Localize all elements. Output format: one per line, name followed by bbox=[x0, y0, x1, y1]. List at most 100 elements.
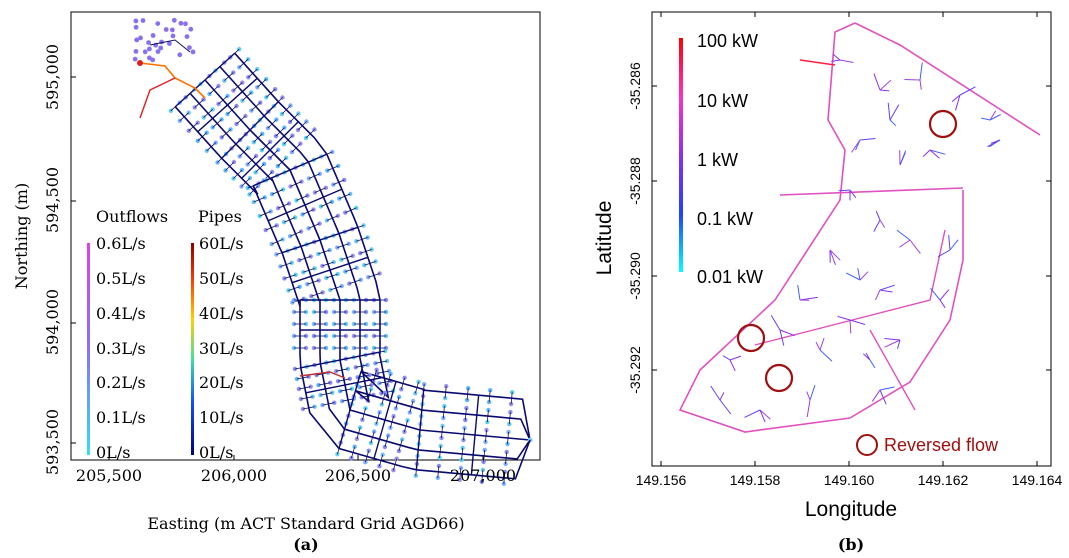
x-tick-label: 149.158 bbox=[730, 472, 781, 488]
service-arrow bbox=[779, 329, 795, 337]
service-arrow bbox=[770, 315, 781, 331]
service-arrow bbox=[929, 149, 946, 155]
colorbar-label: 0.01 kW bbox=[697, 267, 763, 287]
service-arrow bbox=[849, 319, 866, 325]
service-arrow bbox=[879, 79, 892, 91]
node bbox=[133, 24, 139, 30]
pipe-label: 10L/s bbox=[199, 408, 244, 427]
service-arrow bbox=[899, 239, 911, 248]
node bbox=[436, 463, 442, 469]
service-arrow bbox=[839, 59, 854, 63]
node bbox=[480, 467, 486, 473]
caption-a: (a) bbox=[293, 535, 319, 554]
pipe bbox=[281, 226, 359, 254]
service-arrow bbox=[759, 409, 766, 423]
service-arrow bbox=[909, 239, 921, 254]
main-line bbox=[869, 329, 916, 411]
service-arrow bbox=[869, 359, 876, 369]
main-line bbox=[779, 187, 964, 196]
service-arrow bbox=[837, 315, 851, 321]
pipes-legend: Pipes 60L/s 50L/s 40L/s 30L/s 20L/s 10L/… bbox=[191, 207, 244, 462]
service-arrow bbox=[722, 355, 731, 361]
node bbox=[442, 403, 447, 409]
panel-a-network bbox=[132, 17, 533, 486]
outflow-label: 0L/s bbox=[96, 443, 130, 462]
node bbox=[339, 399, 345, 404]
node bbox=[482, 447, 487, 453]
main-line bbox=[678, 22, 964, 433]
service-arrow bbox=[838, 189, 851, 192]
service-arrow bbox=[889, 104, 900, 121]
panel-b: 149.156 149.158 149.160 149.162 149.164 … bbox=[593, 11, 1063, 554]
node bbox=[187, 45, 192, 50]
node bbox=[354, 436, 360, 442]
service-arrow bbox=[859, 271, 869, 281]
x-tick-label: 149.164 bbox=[1012, 472, 1063, 488]
service-arrow bbox=[829, 249, 836, 266]
node bbox=[504, 449, 509, 455]
pipes-title: Pipes bbox=[198, 207, 242, 226]
node bbox=[316, 278, 321, 283]
pipe-label: 0L/s bbox=[199, 443, 233, 462]
service-arrow bbox=[719, 399, 732, 415]
x-tick-label: 206,000 bbox=[201, 466, 267, 485]
node bbox=[458, 465, 464, 471]
x-tick-label: 149.162 bbox=[918, 472, 969, 488]
source-node bbox=[137, 60, 143, 66]
service-arrow bbox=[859, 138, 876, 141]
node bbox=[337, 389, 343, 394]
service-arrow bbox=[919, 79, 922, 90]
pipe-label: 30L/s bbox=[199, 339, 244, 358]
node bbox=[391, 468, 396, 473]
reversed-flow-marker bbox=[764, 363, 794, 393]
service-arrow bbox=[951, 94, 961, 103]
node bbox=[150, 57, 156, 63]
main-line bbox=[754, 229, 946, 346]
main-pipe bbox=[139, 77, 176, 119]
service-arrow bbox=[955, 94, 961, 111]
node bbox=[275, 206, 281, 211]
node bbox=[278, 264, 283, 269]
service-arrow bbox=[729, 355, 742, 361]
node bbox=[367, 372, 372, 378]
node bbox=[365, 362, 370, 368]
colorbar-label: 0.1 kW bbox=[697, 209, 753, 229]
service-arrow bbox=[884, 338, 901, 341]
node bbox=[274, 252, 279, 257]
service-arrow bbox=[879, 89, 890, 92]
colorbar-label: 100 kW bbox=[697, 31, 758, 51]
main-line bbox=[854, 22, 1041, 136]
node bbox=[388, 425, 393, 430]
service-arrow bbox=[879, 219, 886, 228]
service-arrow bbox=[729, 359, 736, 372]
outflows-title: Outflows bbox=[96, 207, 168, 226]
service-arrow bbox=[904, 79, 921, 81]
node bbox=[335, 452, 340, 457]
node bbox=[133, 18, 139, 24]
feeder-line bbox=[799, 59, 836, 66]
node bbox=[324, 218, 330, 223]
service-arrow bbox=[889, 119, 897, 127]
pipe bbox=[305, 376, 385, 394]
outflow-label: 0.4L/s bbox=[96, 304, 146, 323]
power-colorbar: 100 kW 10 kW 1 kW 0.1 kW 0.01 kW bbox=[679, 31, 763, 287]
service-arrow bbox=[989, 110, 997, 121]
pipe-label: 50L/s bbox=[199, 269, 244, 288]
service-arrow bbox=[845, 272, 861, 281]
service-arrow bbox=[849, 319, 852, 334]
outflows-colorbar bbox=[87, 243, 90, 455]
node bbox=[333, 369, 339, 374]
service-arrow bbox=[922, 149, 931, 157]
node bbox=[349, 456, 354, 461]
node bbox=[155, 21, 161, 26]
node bbox=[184, 34, 190, 39]
node bbox=[138, 35, 143, 41]
pipe bbox=[174, 52, 236, 108]
outflow-label: 0.6L/s bbox=[96, 234, 146, 253]
node bbox=[171, 17, 177, 23]
pipe bbox=[415, 390, 425, 470]
pipe-label: 60L/s bbox=[199, 234, 244, 253]
y-tick-label: -35.288 bbox=[627, 157, 643, 205]
node bbox=[281, 220, 287, 225]
outflow-label: 0.5L/s bbox=[96, 269, 146, 288]
